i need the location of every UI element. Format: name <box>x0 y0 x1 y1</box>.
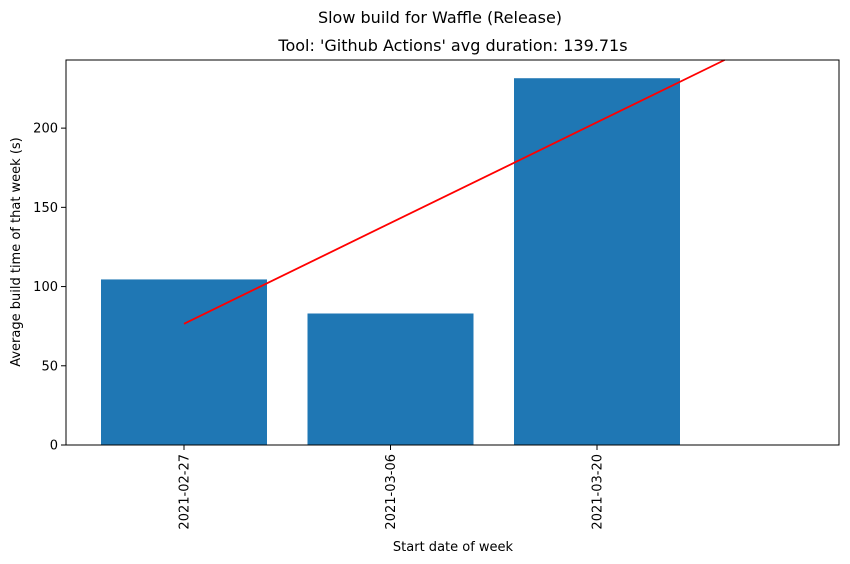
trendline-group <box>183 59 725 325</box>
x-tick-label-2021-03-20: 2021-03-20 <box>591 454 606 530</box>
plot-frame <box>65 59 840 446</box>
chart-title: Tool: 'Github Actions' avg duration: 139… <box>277 36 627 55</box>
bar-2021-03-06 <box>307 313 474 445</box>
y-axis-label: Average build time of that week (s) <box>9 137 24 367</box>
trend-line <box>183 59 725 325</box>
bar-2021-03-20 <box>514 78 680 446</box>
y-tick-label-0: 0 <box>50 439 58 454</box>
x-axis-label: Start date of week <box>393 540 514 555</box>
y-tick-label-100: 100 <box>33 280 58 295</box>
x-tick-label-2021-02-27: 2021-02-27 <box>178 454 193 530</box>
x-tick-label-2021-03-06: 2021-03-06 <box>384 454 399 530</box>
x-axis: 2021-02-27 2021-03-06 2021-03-20 <box>178 445 606 530</box>
y-axis: 0 50 100 150 200 <box>33 122 66 454</box>
y-tick-label-200: 200 <box>33 122 58 137</box>
chart-suptitle: Slow build for Waffle (Release) <box>318 8 562 27</box>
bar-2021-02-27 <box>101 279 267 445</box>
y-tick-label-50: 50 <box>41 359 58 374</box>
y-tick-label-150: 150 <box>33 201 58 216</box>
bars-group <box>101 78 680 446</box>
